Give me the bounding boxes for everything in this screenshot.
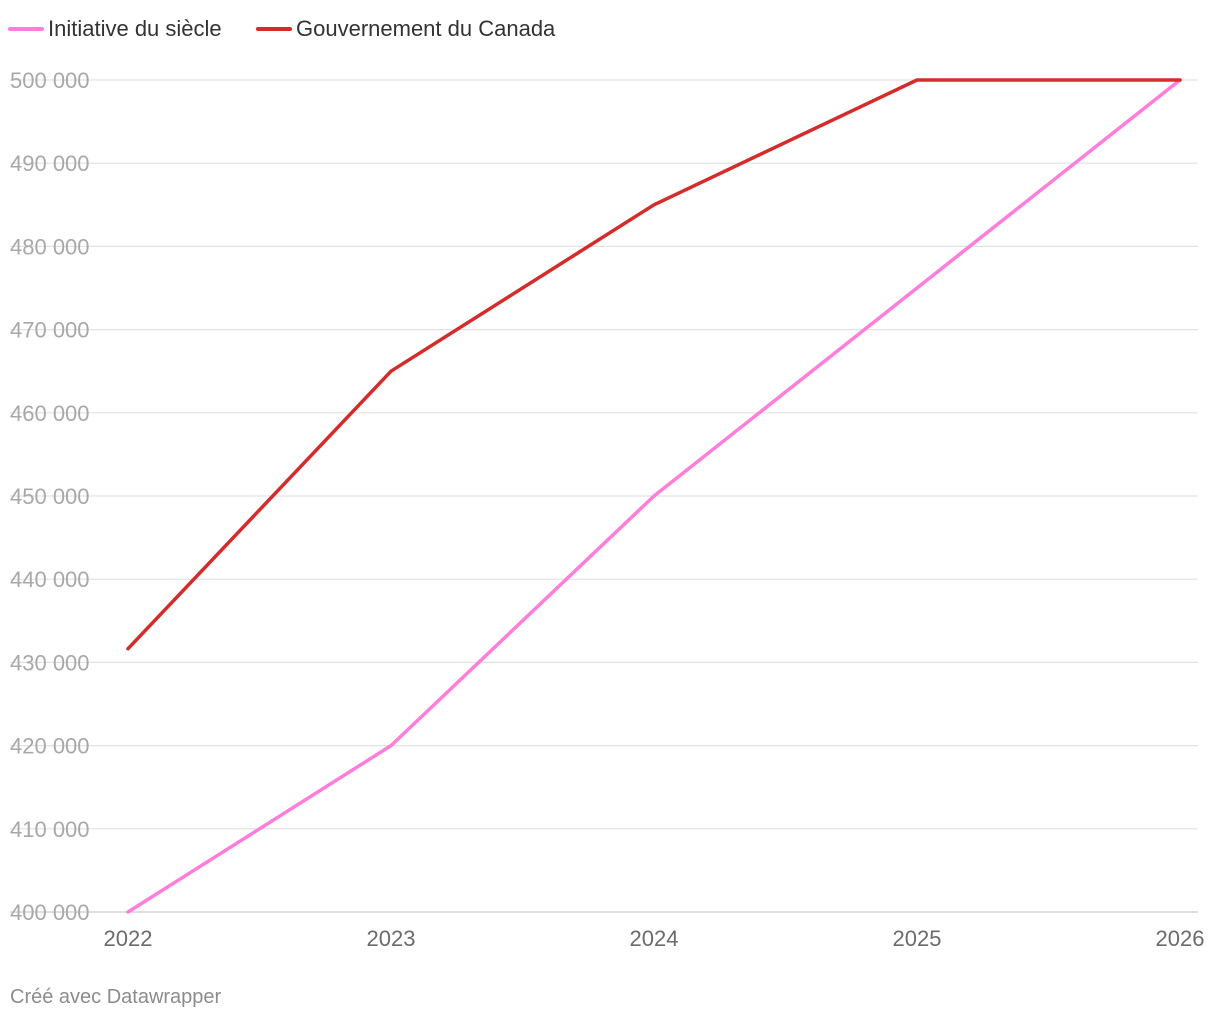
series-line-2 bbox=[126, 78, 1182, 651]
x-axis: 2022 2023 2024 2025 2026 bbox=[104, 926, 1205, 951]
y-tick-label: 480 000 bbox=[10, 234, 90, 259]
y-tick-label: 410 000 bbox=[10, 817, 90, 842]
y-tick-label: 460 000 bbox=[10, 401, 90, 426]
data-point bbox=[915, 286, 919, 290]
series-group bbox=[126, 78, 1182, 914]
legend-label: Gouvernement du Canada bbox=[296, 16, 556, 41]
x-tick-label: 2026 bbox=[1156, 926, 1205, 951]
x-tick-label: 2023 bbox=[367, 926, 416, 951]
y-axis: 400 000 410 000 420 000 430 000 440 000 450 0… bbox=[10, 68, 90, 925]
y-tick-label: 450 000 bbox=[10, 484, 90, 509]
y-tick-label: 470 000 bbox=[10, 318, 90, 343]
y-tick-label: 490 000 bbox=[10, 151, 90, 176]
credit-text: Créé avec Datawrapper bbox=[10, 986, 222, 1008]
data-point bbox=[126, 647, 130, 651]
y-tick-label: 440 000 bbox=[10, 567, 90, 592]
y-tick-label: 430 000 bbox=[10, 650, 90, 675]
x-tick-label: 2022 bbox=[104, 926, 153, 951]
y-tick-label: 420 000 bbox=[10, 734, 90, 759]
data-point bbox=[652, 203, 656, 207]
data-point bbox=[126, 910, 130, 914]
data-point bbox=[652, 494, 656, 498]
x-tick-label: 2025 bbox=[893, 926, 942, 951]
legend: Initiative du siècle Gouvernement du Cana… bbox=[8, 16, 556, 41]
data-point bbox=[915, 78, 919, 82]
data-point bbox=[389, 744, 393, 748]
x-tick-label: 2024 bbox=[630, 926, 679, 951]
data-point bbox=[389, 369, 393, 373]
data-point bbox=[1178, 78, 1182, 82]
y-tick-label: 500 000 bbox=[10, 68, 90, 93]
y-tick-label: 400 000 bbox=[10, 900, 90, 925]
legend-label: Initiative du siècle bbox=[48, 16, 222, 41]
